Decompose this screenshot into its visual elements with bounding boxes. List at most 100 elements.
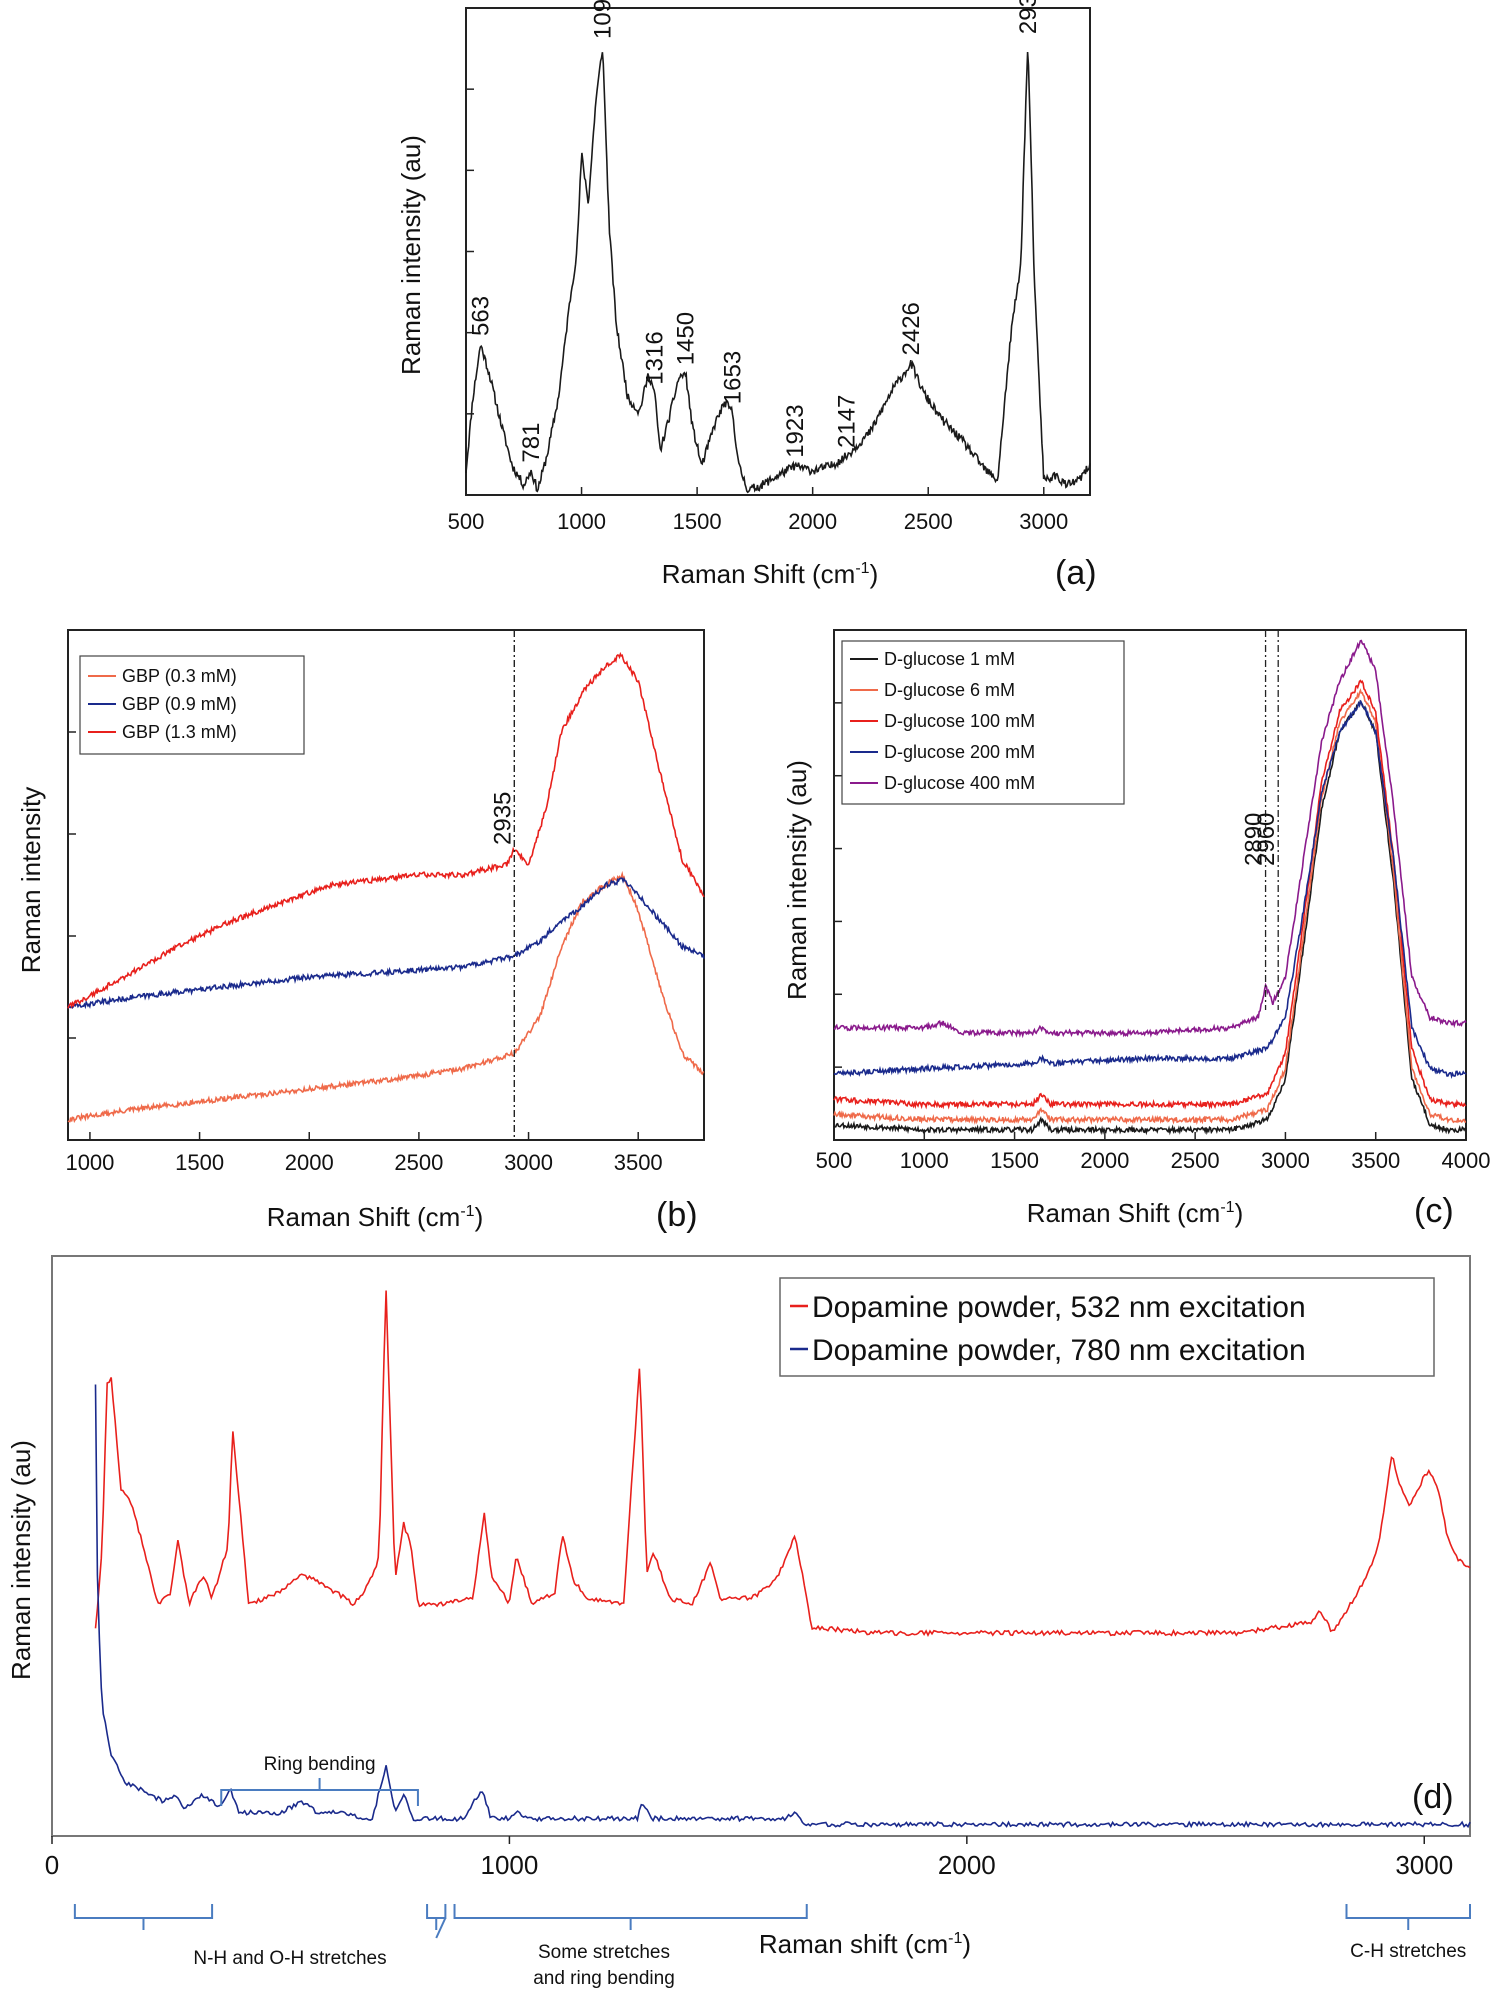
- panel-d-xtick-label-2: 1000: [480, 1850, 538, 1880]
- panel-b-frame: [67, 629, 705, 1141]
- panel-b-xlabel: Raman Shift (cm-1): [267, 1202, 484, 1232]
- panel-d-xlabel: Raman shift (cm-1): [759, 1929, 971, 1959]
- panel-d-annotation-ring-bending: Ring bending: [264, 1754, 376, 1775]
- panel-d-annotation-ch-stretches: C-H stretches: [1350, 1941, 1466, 1962]
- panel-c-xtick-label-1: 500: [816, 1148, 853, 1173]
- panel-c-legend-label-2: D-glucose 6 mM: [884, 680, 1015, 700]
- panel-c-xtick-label-8: 4000: [1442, 1148, 1491, 1173]
- panel-b-ticks: 1000 1500 2000 2500 3000 3500: [65, 731, 663, 1175]
- panel-a-xtick-label-4: 2000: [788, 509, 837, 534]
- panel-c-reference-label-1: 2890: [1241, 813, 1268, 866]
- panel-a-peak-label-2: 781: [518, 423, 545, 463]
- panel-d-series-1-line: [94, 1290, 1471, 1637]
- panel-c-label: (c): [1414, 1192, 1454, 1230]
- panel-a-xtick-label-5: 2500: [904, 509, 953, 534]
- panel-a-xtick-label-6: 3000: [1019, 509, 1068, 534]
- panel-a-xtick-label-1: 500: [448, 509, 485, 534]
- panel-a-ylabel: Raman intensity (au): [396, 135, 426, 375]
- panel-c-reference-label-2: 2960: [1253, 813, 1280, 866]
- panel-b-reference-label: 2935: [489, 792, 516, 845]
- panel-b-xtick-label-4: 2500: [394, 1150, 443, 1175]
- panel-a-peak-label-7: 1923: [782, 404, 809, 457]
- panel-d-legend: Dopamine powder, 532 nm excitation Dopam…: [779, 1277, 1435, 1377]
- panel-b-xtick-label-3: 2000: [285, 1150, 334, 1175]
- panel-d-bracket-ch-stretches: [1345, 1904, 1471, 1930]
- panel-b-series-2-line: [67, 876, 705, 1010]
- panel-d-ylabel: Raman intensity (au): [6, 1440, 36, 1680]
- panel-a-xtick-label-2: 1000: [557, 509, 606, 534]
- panel-d-data: [94, 1290, 1471, 1829]
- panel-a-ticks: 500 1000 1500 2000 2500 3000: [448, 88, 1068, 534]
- panel-b-data: 2935: [67, 630, 705, 1140]
- panel-d-legend-box: [779, 1277, 1435, 1377]
- panel-b-legend: GBP (0.3 mM) GBP (0.9 mM) GBP (1.3 mM): [79, 655, 305, 755]
- panel-a-peak-label-3: 1091: [590, 0, 617, 39]
- panel-d-annotation-nh-oh: N-H and O-H stretches: [193, 1948, 386, 1969]
- panel-d-bracket-nh-oh-1: [73, 1904, 214, 1930]
- panel-a-xtick-label-3: 1500: [673, 509, 722, 534]
- panel-b-series-1-line: [67, 870, 705, 1123]
- panel-b-xtick-label-1: 1000: [65, 1150, 114, 1175]
- panel-d-bracket-nh-oh-connector: [435, 1917, 447, 1939]
- panel-c-xtick-label-4: 2000: [1080, 1148, 1129, 1173]
- panel-a-peak-label-8: 2147: [834, 395, 861, 448]
- panel-b-ylabel: Raman intensity: [16, 787, 46, 973]
- panel-b-legend-label-1: GBP (0.3 mM): [122, 666, 237, 686]
- panel-b-label: (b): [656, 1196, 698, 1234]
- panel-d-annotation-stretches: Some stretches: [538, 1942, 670, 1963]
- panel-d-series-2-line: [94, 1384, 1471, 1829]
- panel-c-series-2-line: [833, 688, 1466, 1126]
- panel-d-ticks: 0 1000 2000 3000: [45, 1836, 1453, 1880]
- panel-c-legend-label-3: D-glucose 100 mM: [884, 711, 1035, 731]
- panel-c-xlabel: Raman Shift (cm-1): [1027, 1198, 1244, 1228]
- panel-c-frame: [833, 629, 1467, 1141]
- panel-a-peak-labels: 563 781 1091 1316 1450 1653 1923 2147 2426 2931: [468, 0, 1042, 463]
- panel-c-legend-box: [841, 640, 1125, 805]
- panel-a-peak-label-5: 1450: [673, 312, 700, 365]
- panel-c-legend: D-glucose 1 mM D-glucose 6 mM D-glucose …: [841, 640, 1125, 805]
- panel-c-xtick-label-7: 3500: [1351, 1148, 1400, 1173]
- panel-c: 500 1000 1500 2000 2500 3000 3500 4000 28902960…: [782, 629, 1491, 1230]
- panel-c-series-4-line: [833, 699, 1467, 1079]
- panel-d-xtick-label-3: 2000: [938, 1850, 996, 1880]
- panel-a-label: (a): [1055, 554, 1097, 592]
- panel-a-peak-label-4: 1316: [642, 331, 669, 384]
- panel-d-xtick-label-1: 0: [45, 1850, 59, 1880]
- panel-a-xlabel: Raman Shift (cm-1): [662, 559, 879, 589]
- panel-b-legend-label-3: GBP (1.3 mM): [122, 722, 237, 742]
- panel-a-peak-label-6: 1653: [720, 351, 747, 404]
- panel-c-xtick-label-5: 2500: [1171, 1148, 1220, 1173]
- panel-d-xtick-label-4: 3000: [1395, 1850, 1453, 1880]
- panel-c-xtick-label-2: 1000: [900, 1148, 949, 1173]
- panel-b-xtick-label-2: 1500: [175, 1150, 224, 1175]
- panel-d-bracket-ring-bending: [220, 1778, 419, 1806]
- panel-c-legend-label-1: D-glucose 1 mM: [884, 649, 1015, 669]
- panel-d-annotations: Ring bending N-H and O-H stretches Some st…: [73, 1754, 1471, 1989]
- panel-c-ticks: 500 1000 1500 2000 2500 3000 3500 4000: [816, 702, 1491, 1173]
- panel-b-series-3-line: [67, 651, 705, 1009]
- panel-c-series-5-line: [833, 639, 1467, 1039]
- panel-d-annotation-ring-bending-2: and ring bending: [533, 1968, 675, 1989]
- panel-d: 0 1000 2000 3000 Dopamine powder, 532 nm ex…: [6, 1255, 1471, 1989]
- panel-b-legend-box: [79, 655, 305, 755]
- panel-c-legend-label-5: D-glucose 400 mM: [884, 773, 1035, 793]
- panel-b-xtick-label-5: 3000: [504, 1150, 553, 1175]
- panel-d-label: (d): [1412, 1778, 1454, 1816]
- panel-b-legend-label-2: GBP (0.9 mM): [122, 694, 237, 714]
- panel-a-series-1-line: [465, 51, 1091, 494]
- panel-d-bracket-stretches-ring: [453, 1904, 808, 1930]
- panel-c-xtick-label-6: 3000: [1261, 1148, 1310, 1173]
- panel-a-peak-label-9: 2426: [898, 302, 925, 355]
- panel-d-bracket-nh-oh-2: [426, 1904, 447, 1930]
- panel-c-ylabel: Raman intensity (au): [782, 760, 812, 1000]
- panel-a-frame: [465, 7, 1091, 496]
- panel-a-peak-label-1: 563: [468, 296, 495, 336]
- panel-a: 500 1000 1500 2000 2500 3000 563 781 1091 1316 14…: [396, 0, 1097, 592]
- panel-d-legend-label-1: Dopamine powder, 532 nm excitation: [812, 1291, 1306, 1324]
- panel-a-data: [465, 51, 1091, 494]
- panel-a-peak-label-10: 2931: [1015, 0, 1042, 34]
- panel-d-legend-label-2: Dopamine powder, 780 nm excitation: [812, 1334, 1306, 1367]
- panel-c-legend-label-4: D-glucose 200 mM: [884, 742, 1035, 762]
- panel-b-xtick-label-6: 3500: [614, 1150, 663, 1175]
